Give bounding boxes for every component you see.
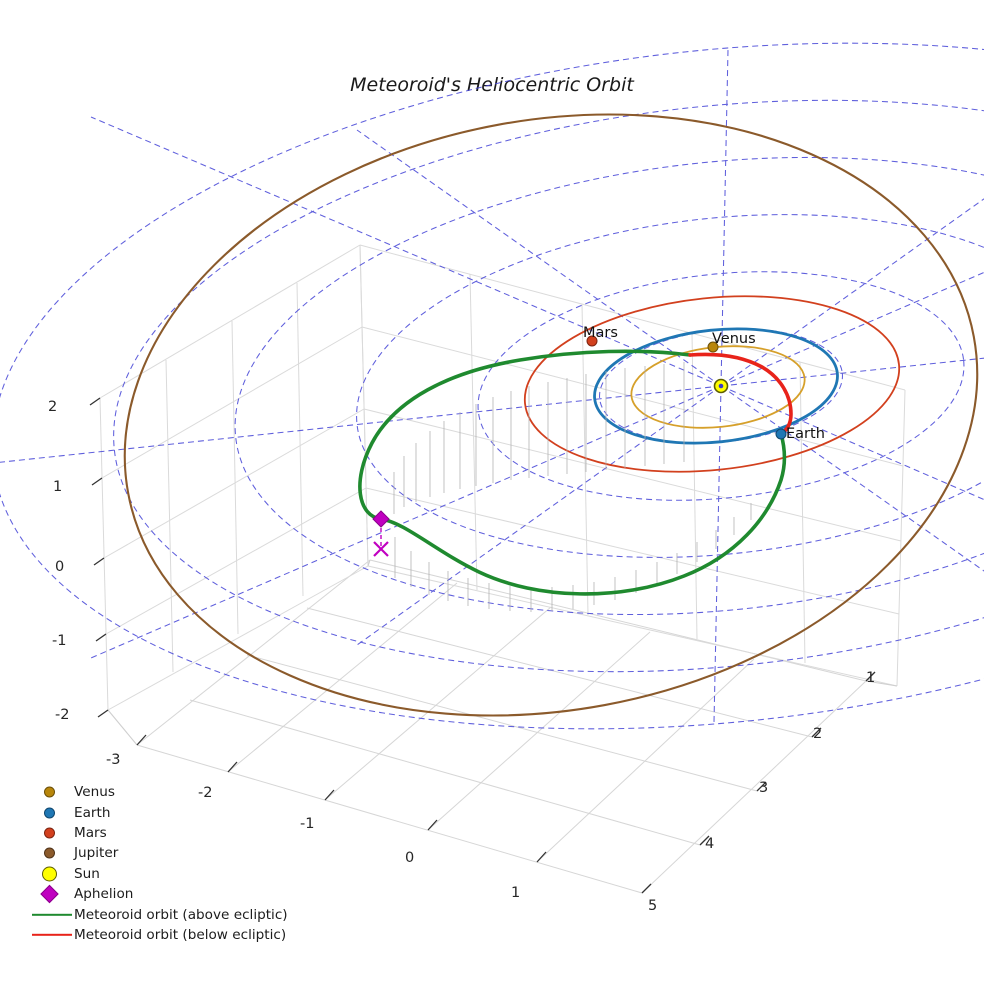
polar-grid xyxy=(0,42,984,730)
legend-item-jupiter[interactable]: Jupiter xyxy=(28,843,298,863)
right-wall-grid xyxy=(359,244,906,687)
aphelion-group xyxy=(372,510,390,557)
page-title: Meteoroid's Heliocentric Orbit xyxy=(350,74,634,96)
legend: Venus Earth Mars Jupiter Sun xyxy=(28,782,298,945)
meteoroid-orbit-above-ecliptic xyxy=(358,349,787,596)
legend-label-mars: Mars xyxy=(74,824,107,841)
x-tick-m3: -3 xyxy=(106,752,121,768)
legend-item-mars[interactable]: Mars xyxy=(28,823,298,843)
body-markers xyxy=(586,335,787,440)
z-tick-m1: -1 xyxy=(52,633,67,649)
y-tick-3: 3 xyxy=(759,780,769,796)
legend-label-earth: Earth xyxy=(74,804,111,821)
legend-item-orbit-above[interactable]: Meteoroid orbit (above ecliptic) xyxy=(28,904,298,924)
y-tick-4: 4 xyxy=(705,836,715,852)
legend-label-aphelion: Aphelion xyxy=(74,886,134,903)
axis-tick-marks xyxy=(89,397,876,894)
jupiter-orbit-ellipse xyxy=(123,113,979,717)
x-tick-1: 1 xyxy=(511,885,521,901)
legend-label-venus: Venus xyxy=(74,784,115,801)
earth-marker-icon xyxy=(28,803,74,823)
venus-marker-icon xyxy=(28,782,74,802)
y-tick-1: 1 xyxy=(866,670,876,686)
x-tick-0: 0 xyxy=(405,850,415,866)
aphelion-marker-icon xyxy=(28,884,74,904)
axes3d-panes xyxy=(99,244,906,894)
z-tick-m2: -2 xyxy=(55,707,70,723)
label-venus: Venus xyxy=(712,331,756,347)
earth-orbit-ellipse xyxy=(593,327,839,445)
z-tick-2: 2 xyxy=(48,399,58,415)
box-edges xyxy=(107,559,898,746)
sun-marker-icon xyxy=(28,864,74,884)
meteoroid-orbit-below-ecliptic xyxy=(688,352,793,436)
legend-item-orbit-below[interactable]: Meteoroid orbit (below ecliptic) xyxy=(28,925,298,945)
marker-earth xyxy=(775,428,787,440)
y-tick-2: 2 xyxy=(813,726,823,742)
red-line-icon xyxy=(28,925,74,945)
label-earth: Earth xyxy=(786,426,825,442)
label-mars: Mars xyxy=(583,325,618,341)
marker-venus xyxy=(707,341,719,353)
jupiter-marker-icon xyxy=(28,843,74,863)
x-tick-m1: -1 xyxy=(300,816,315,832)
legend-label-orbit-above: Meteoroid orbit (above ecliptic) xyxy=(74,906,288,923)
aphelion-projection-x-icon xyxy=(373,541,389,557)
legend-item-sun[interactable]: Sun xyxy=(28,864,298,884)
mars-orbit-ellipse xyxy=(523,295,901,473)
legend-label-sun: Sun xyxy=(74,865,100,882)
mars-marker-icon xyxy=(28,823,74,843)
left-wall-grid xyxy=(99,244,369,711)
legend-item-aphelion[interactable]: Aphelion xyxy=(28,884,298,904)
x-tick-m2: -2 xyxy=(198,785,213,801)
legend-label-orbit-below: Meteoroid orbit (below ecliptic) xyxy=(74,926,287,943)
legend-item-earth[interactable]: Earth xyxy=(28,802,298,822)
aphelion-diamond-icon xyxy=(372,510,390,528)
z-tick-1: 1 xyxy=(53,479,63,495)
floor-grid xyxy=(136,559,867,894)
marker-mars xyxy=(586,335,598,347)
z-tick-0: 0 xyxy=(55,559,65,575)
legend-item-venus[interactable]: Venus xyxy=(28,782,298,802)
marker-sun xyxy=(713,378,729,394)
legend-label-jupiter: Jupiter xyxy=(74,845,119,862)
green-line-icon xyxy=(28,905,74,925)
y-tick-5: 5 xyxy=(648,898,658,914)
